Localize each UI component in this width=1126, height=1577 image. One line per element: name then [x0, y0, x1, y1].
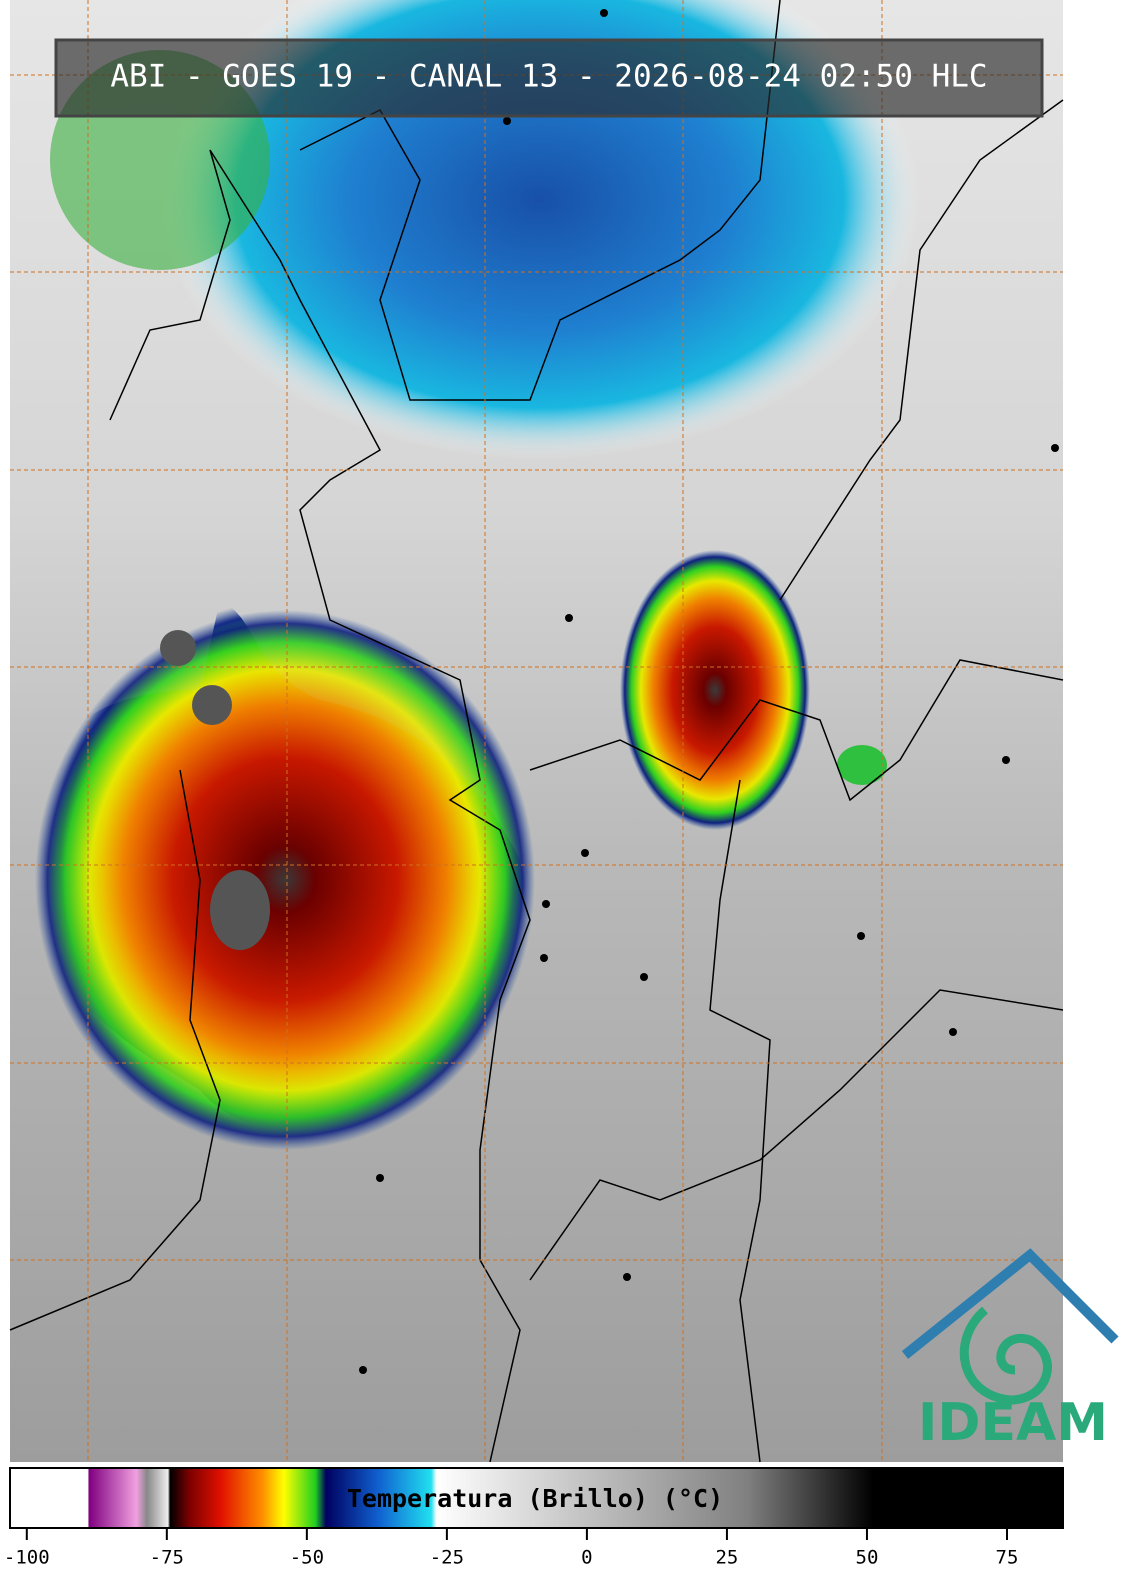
colorbar-label: Temperatura (Brillo) (°C)	[347, 1484, 723, 1513]
tick-label: -100	[4, 1547, 50, 1569]
title: ABI - GOES 19 - CANAL 13 - 2026-08-24 02…	[110, 59, 987, 95]
colorbar	[9, 1467, 1064, 1529]
borders	[9, 0, 1064, 1463]
tick-label: 50	[856, 1547, 879, 1569]
tick-label: -25	[430, 1547, 464, 1569]
tick-label: 0	[581, 1547, 592, 1569]
logo: IDEAM	[901, 1248, 1119, 1453]
tick-label: -50	[290, 1547, 324, 1569]
logo-text: IDEAM	[918, 1393, 1108, 1453]
tick-label: -75	[150, 1547, 184, 1569]
tick-label: 75	[996, 1547, 1019, 1569]
cities	[359, 9, 1059, 1374]
title-box	[54, 38, 1044, 118]
tick-label: 25	[715, 1547, 738, 1569]
imagery	[10, 0, 1063, 1462]
